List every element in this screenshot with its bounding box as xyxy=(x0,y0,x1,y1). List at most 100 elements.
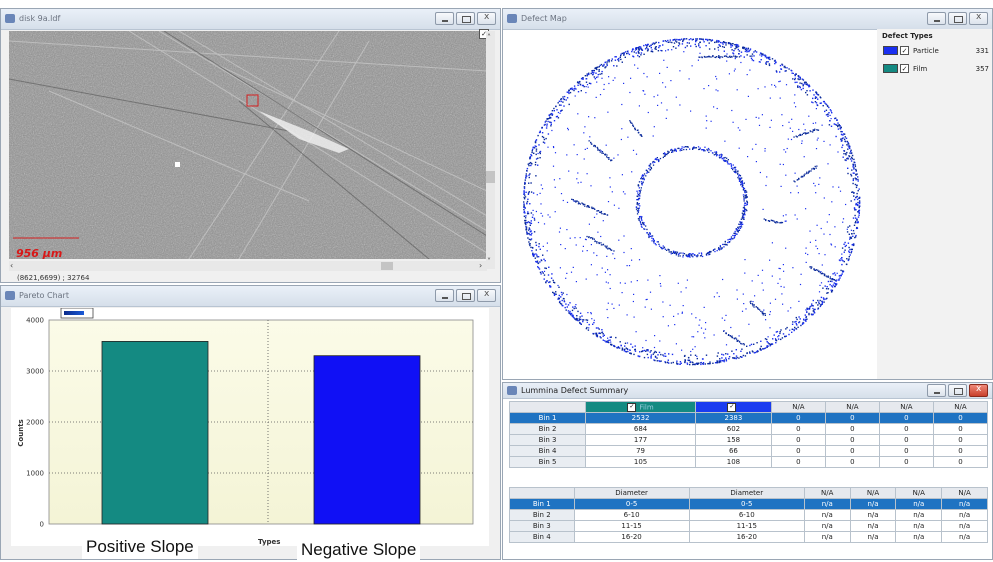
column-header[interactable]: N/A xyxy=(770,401,826,413)
row-header-cell[interactable]: Bin 4 xyxy=(509,531,575,543)
table-cell[interactable]: n/a xyxy=(895,509,943,521)
table-cell[interactable]: n/a xyxy=(895,531,943,543)
film-column-header[interactable]: ✓ Film xyxy=(585,401,696,413)
vertical-scroll-thumb[interactable] xyxy=(486,171,495,183)
table-row[interactable]: Bin 1 0-5 0-5 n/a n/a n/a n/a xyxy=(509,498,988,510)
close-button[interactable] xyxy=(477,289,496,302)
table-cell[interactable]: n/a xyxy=(895,520,943,532)
close-button[interactable] xyxy=(969,384,988,397)
table-row[interactable]: Bin 1 2532 2383 0 0 0 0 xyxy=(508,412,989,424)
column-header[interactable]: N/A xyxy=(932,401,989,413)
table-cell[interactable]: 0 xyxy=(824,445,880,457)
table-cell[interactable]: 66 xyxy=(694,445,772,457)
particle-column-header[interactable]: ✓ xyxy=(694,401,772,413)
minimize-button[interactable] xyxy=(927,12,946,25)
table-cell[interactable]: n/a xyxy=(941,531,988,543)
particle-checkbox[interactable]: ✓ xyxy=(900,46,909,55)
table-cell[interactable]: n/a xyxy=(941,520,988,532)
table-cell[interactable]: 0 xyxy=(932,434,989,446)
table-row[interactable]: Bin 2 6-10 6-10 n/a n/a n/a n/a xyxy=(509,509,988,521)
maximize-button[interactable] xyxy=(948,12,967,25)
table-cell[interactable]: 0 xyxy=(932,456,989,468)
table-cell[interactable]: 0 xyxy=(824,456,880,468)
legend-item-film[interactable]: ✓ Film 357 xyxy=(883,63,991,75)
table-cell[interactable]: 0 xyxy=(770,434,826,446)
table-cell[interactable]: 602 xyxy=(694,423,772,435)
table-cell[interactable]: 108 xyxy=(694,456,772,468)
column-header[interactable]: Diameter xyxy=(573,487,690,499)
table-cell[interactable]: n/a xyxy=(803,498,851,510)
row-header-cell[interactable]: Bin 4 xyxy=(508,445,587,457)
defect-summary-titlebar[interactable]: Lummina Defect Summary xyxy=(503,383,992,399)
table-cell[interactable]: 79 xyxy=(585,445,696,457)
table-cell[interactable]: 105 xyxy=(585,456,696,468)
table-cell[interactable]: n/a xyxy=(849,498,897,510)
scroll-right-icon[interactable]: › xyxy=(479,261,483,270)
legend-item-particle[interactable]: ✓ Particle 331 xyxy=(883,45,991,57)
horizontal-scroll-thumb[interactable] xyxy=(381,262,393,270)
wafer-defect-map[interactable] xyxy=(509,31,873,377)
row-header-cell[interactable]: Bin 5 xyxy=(508,456,587,468)
table-cell[interactable]: 0 xyxy=(932,412,989,424)
table-cell[interactable]: 2383 xyxy=(694,412,772,424)
minimize-button[interactable] xyxy=(927,384,946,397)
close-button[interactable] xyxy=(477,12,496,25)
row-header-cell[interactable]: Bin 1 xyxy=(509,498,575,510)
table-row[interactable]: Bin 2 684 602 0 0 0 0 xyxy=(508,423,989,435)
table-cell[interactable]: 0 xyxy=(824,423,880,435)
row-header-cell[interactable]: Bin 2 xyxy=(508,423,587,435)
row-header-cell[interactable]: Bin 1 xyxy=(508,412,587,424)
bar-particle[interactable] xyxy=(313,355,421,525)
minimize-button[interactable] xyxy=(435,12,454,25)
table-cell[interactable]: 0-5 xyxy=(688,498,805,510)
table-cell[interactable]: 0 xyxy=(770,445,826,457)
maximize-button[interactable] xyxy=(456,12,475,25)
pareto-window-titlebar[interactable]: Pareto Chart xyxy=(1,286,500,307)
table-cell[interactable]: 158 xyxy=(694,434,772,446)
table-cell[interactable]: 0 xyxy=(878,445,934,457)
defect-map-titlebar[interactable]: Defect Map xyxy=(503,9,992,30)
table-cell[interactable]: 0 xyxy=(878,456,934,468)
table-cell[interactable]: 16-20 xyxy=(573,531,690,543)
table-row[interactable]: Bin 5 105 108 0 0 0 0 xyxy=(508,456,989,468)
column-header[interactable]: Diameter xyxy=(688,487,805,499)
film-column-checkbox[interactable]: ✓ xyxy=(627,402,637,412)
horizontal-scrollbar[interactable]: ‹ › xyxy=(9,261,487,271)
table-cell[interactable]: 6-10 xyxy=(688,509,805,521)
table-cell[interactable]: 177 xyxy=(585,434,696,446)
column-header[interactable]: N/A xyxy=(895,487,943,499)
row-header-cell[interactable]: Bin 2 xyxy=(509,509,575,521)
close-button[interactable] xyxy=(969,12,988,25)
table-cell[interactable]: 11-15 xyxy=(573,520,690,532)
table-cell[interactable]: 0-5 xyxy=(573,498,690,510)
table-cell[interactable]: n/a xyxy=(849,520,897,532)
table-cell[interactable]: n/a xyxy=(941,498,988,510)
table-cell[interactable]: n/a xyxy=(941,509,988,521)
table-cell[interactable]: 2532 xyxy=(585,412,696,424)
table-cell[interactable]: 0 xyxy=(878,434,934,446)
table-cell[interactable]: 0 xyxy=(824,434,880,446)
table-row[interactable]: Bin 3 177 158 0 0 0 0 xyxy=(508,434,989,446)
table-cell[interactable]: 6-10 xyxy=(573,509,690,521)
table-cell[interactable]: n/a xyxy=(803,520,851,532)
table-row[interactable]: Bin 3 11-15 11-15 n/a n/a n/a n/a xyxy=(509,520,988,532)
table-cell[interactable]: 11-15 xyxy=(688,520,805,532)
maximize-button[interactable] xyxy=(456,289,475,302)
table-row[interactable]: Bin 4 16-20 16-20 n/a n/a n/a n/a xyxy=(509,531,988,543)
image-window-titlebar[interactable]: disk 9a.ldf xyxy=(1,9,500,30)
sem-image[interactable] xyxy=(9,31,487,259)
film-checkbox[interactable]: ✓ xyxy=(900,64,909,73)
column-header[interactable]: N/A xyxy=(849,487,897,499)
table-row[interactable]: Bin 4 79 66 0 0 0 0 xyxy=(508,445,989,457)
column-header[interactable]: N/A xyxy=(941,487,988,499)
vertical-scrollbar[interactable]: ˄ ˅ xyxy=(486,31,495,269)
maximize-button[interactable] xyxy=(948,384,967,397)
table-cell[interactable]: 0 xyxy=(824,412,880,424)
bar-film[interactable] xyxy=(101,341,209,525)
table-cell[interactable]: 0 xyxy=(770,423,826,435)
table-cell[interactable]: n/a xyxy=(849,531,897,543)
table-cell[interactable]: n/a xyxy=(803,531,851,543)
row-header-cell[interactable]: Bin 3 xyxy=(508,434,587,446)
minimize-button[interactable] xyxy=(435,289,454,302)
column-header[interactable]: N/A xyxy=(878,401,934,413)
